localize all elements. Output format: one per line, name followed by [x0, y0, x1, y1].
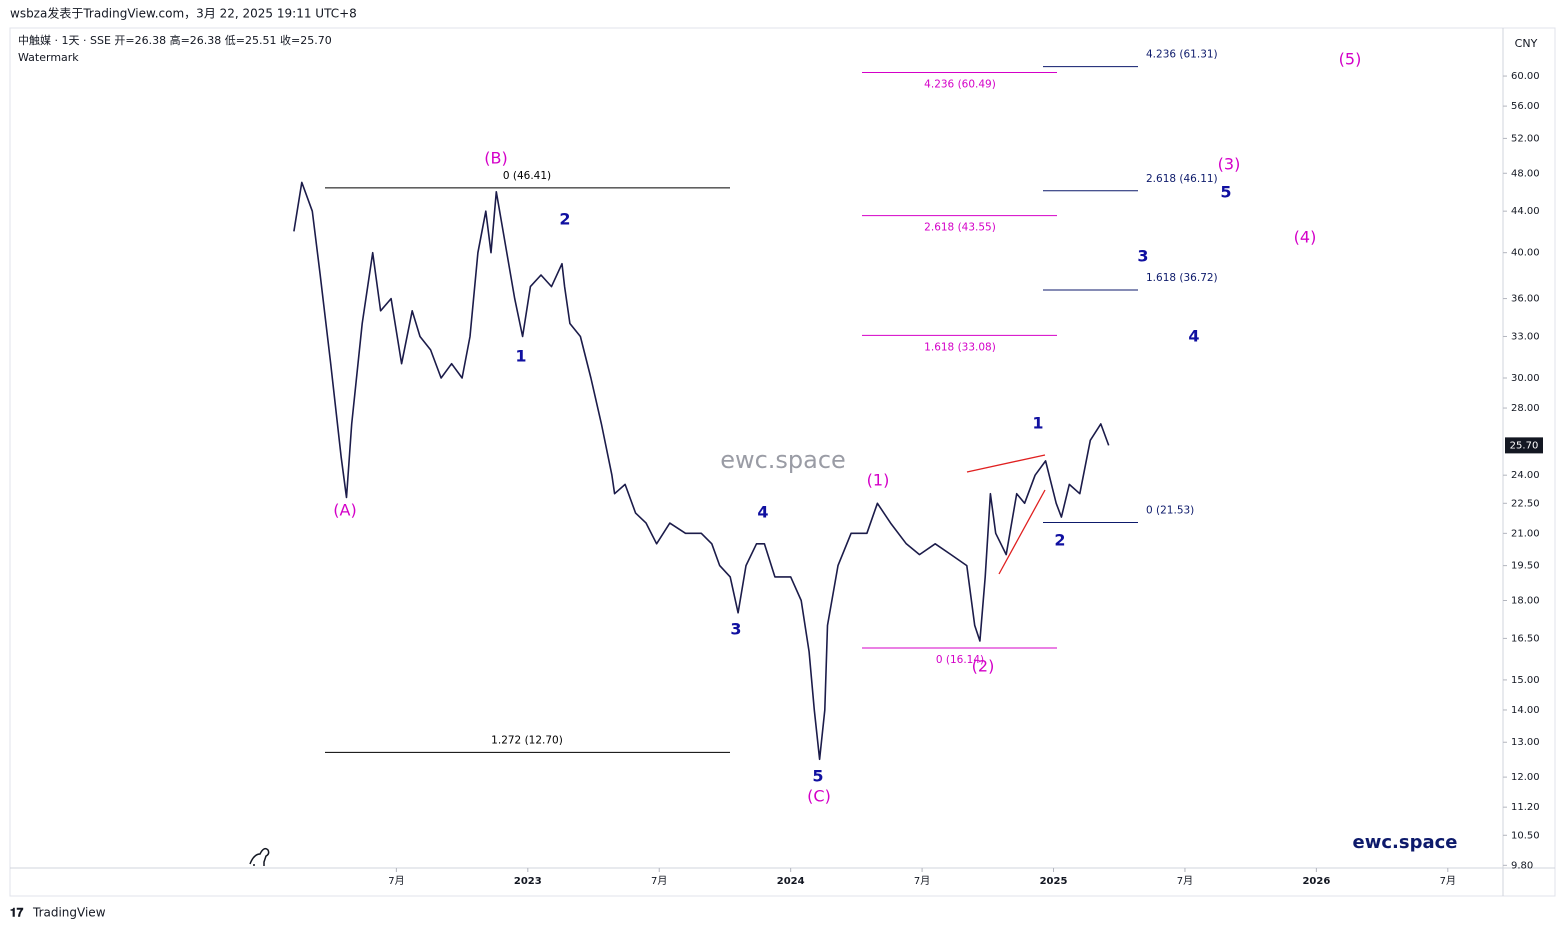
- watermark: ewc.space: [720, 446, 846, 474]
- y-tick-label: 16.50: [1511, 633, 1540, 644]
- wave-label: 1: [515, 347, 526, 366]
- x-tick-label: 2024: [777, 876, 805, 887]
- wave-label: (5): [1339, 50, 1362, 69]
- symbol-line: 中触媒 · 1天 · SSE 开=26.38 高=26.38 低=25.51 收…: [18, 33, 332, 47]
- wave-label: 3: [730, 620, 741, 639]
- y-tick-label: 14.00: [1511, 705, 1540, 716]
- y-tick-label: 52.00: [1511, 133, 1540, 144]
- fib-label: 2.618 (46.11): [1146, 173, 1218, 185]
- y-tick-label: 10.50: [1511, 830, 1540, 841]
- wave-label: (2): [972, 657, 995, 676]
- fib-label: 0 (21.53): [1146, 504, 1194, 516]
- wave-label: 1: [1032, 414, 1043, 433]
- y-tick-label: 15.00: [1511, 675, 1540, 686]
- y-tick-label: 36.00: [1511, 294, 1540, 305]
- y-tick-label: 30.00: [1511, 373, 1540, 384]
- wave-label: (C): [807, 787, 831, 806]
- fib-label: 4.236 (60.49): [924, 79, 996, 91]
- wave-label: (3): [1218, 155, 1241, 174]
- fib-label: 2.618 (43.55): [924, 222, 996, 234]
- y-tick-label: 9.80: [1511, 860, 1533, 871]
- y-tick-label: 33.00: [1511, 331, 1540, 342]
- fib-label: 1.618 (36.72): [1146, 272, 1218, 284]
- wave-label: 5: [812, 767, 823, 786]
- wave-label: 4: [757, 503, 768, 522]
- x-tick-label: 7月: [1177, 875, 1193, 887]
- y-tick-label: 21.00: [1511, 528, 1540, 539]
- wedge-line: [966, 454, 1046, 473]
- wave-label: (1): [867, 471, 890, 490]
- y-tick-label: 48.00: [1511, 168, 1540, 179]
- wave-label: 5: [1220, 183, 1231, 202]
- last-price-tag: [1505, 437, 1543, 454]
- y-tick-label: 28.00: [1511, 403, 1540, 414]
- y-tick-label: 60.00: [1511, 71, 1540, 82]
- x-tick-label: 7月: [1440, 875, 1456, 887]
- frame: [9, 27, 1556, 897]
- watermark-label: Watermark: [18, 51, 79, 64]
- y-tick-label: 22.50: [1511, 498, 1540, 509]
- x-tick-label: 2026: [1302, 876, 1330, 887]
- last-price-label: 25.70: [1510, 440, 1539, 451]
- x-tick-label: 2025: [1040, 876, 1068, 887]
- wave-label: 2: [559, 210, 570, 229]
- y-tick-label: 18.00: [1511, 595, 1540, 606]
- wave-label: 4: [1188, 327, 1199, 346]
- y-tick-label: 13.00: [1511, 737, 1540, 748]
- y-tick-label: 56.00: [1511, 101, 1540, 112]
- fib-label: 0 (46.41): [503, 170, 551, 182]
- logo-icon: [249, 847, 270, 866]
- footer: TradingView: [32, 906, 106, 920]
- y-tick-label: 11.20: [1511, 802, 1540, 813]
- y-tick-label: 40.00: [1511, 248, 1540, 259]
- wave-label: (4): [1294, 228, 1317, 247]
- x-tick-label: 7月: [914, 875, 930, 887]
- wave-label: 2: [1054, 531, 1065, 550]
- wave-label: 3: [1137, 247, 1148, 266]
- fib-label: 4.236 (61.31): [1146, 49, 1218, 61]
- y-tick-label: 24.00: [1511, 470, 1540, 481]
- y-tick-label: 44.00: [1511, 206, 1540, 217]
- x-tick-label: 7月: [651, 875, 667, 887]
- price-line: [293, 181, 1110, 761]
- x-tick-label: 2023: [514, 876, 542, 887]
- wave-label: (A): [333, 501, 356, 520]
- currency: CNY: [1515, 37, 1538, 50]
- y-tick-label: 12.00: [1511, 772, 1540, 783]
- header: wsbza发表于TradingView.com，3月 22, 2025 19:1…: [10, 6, 357, 21]
- footer-logo: 𝟏𝟕: [10, 906, 24, 920]
- wedge-line: [998, 489, 1046, 575]
- fib-label: 1.272 (12.70): [491, 734, 563, 746]
- fib-label: 0 (16.14): [936, 654, 984, 666]
- x-tick-label: 7月: [388, 875, 404, 887]
- y-tick-label: 19.50: [1511, 561, 1540, 572]
- fib-label: 1.618 (33.08): [924, 341, 996, 353]
- wave-label: (B): [484, 149, 507, 168]
- brand: ewc.space: [1353, 832, 1458, 853]
